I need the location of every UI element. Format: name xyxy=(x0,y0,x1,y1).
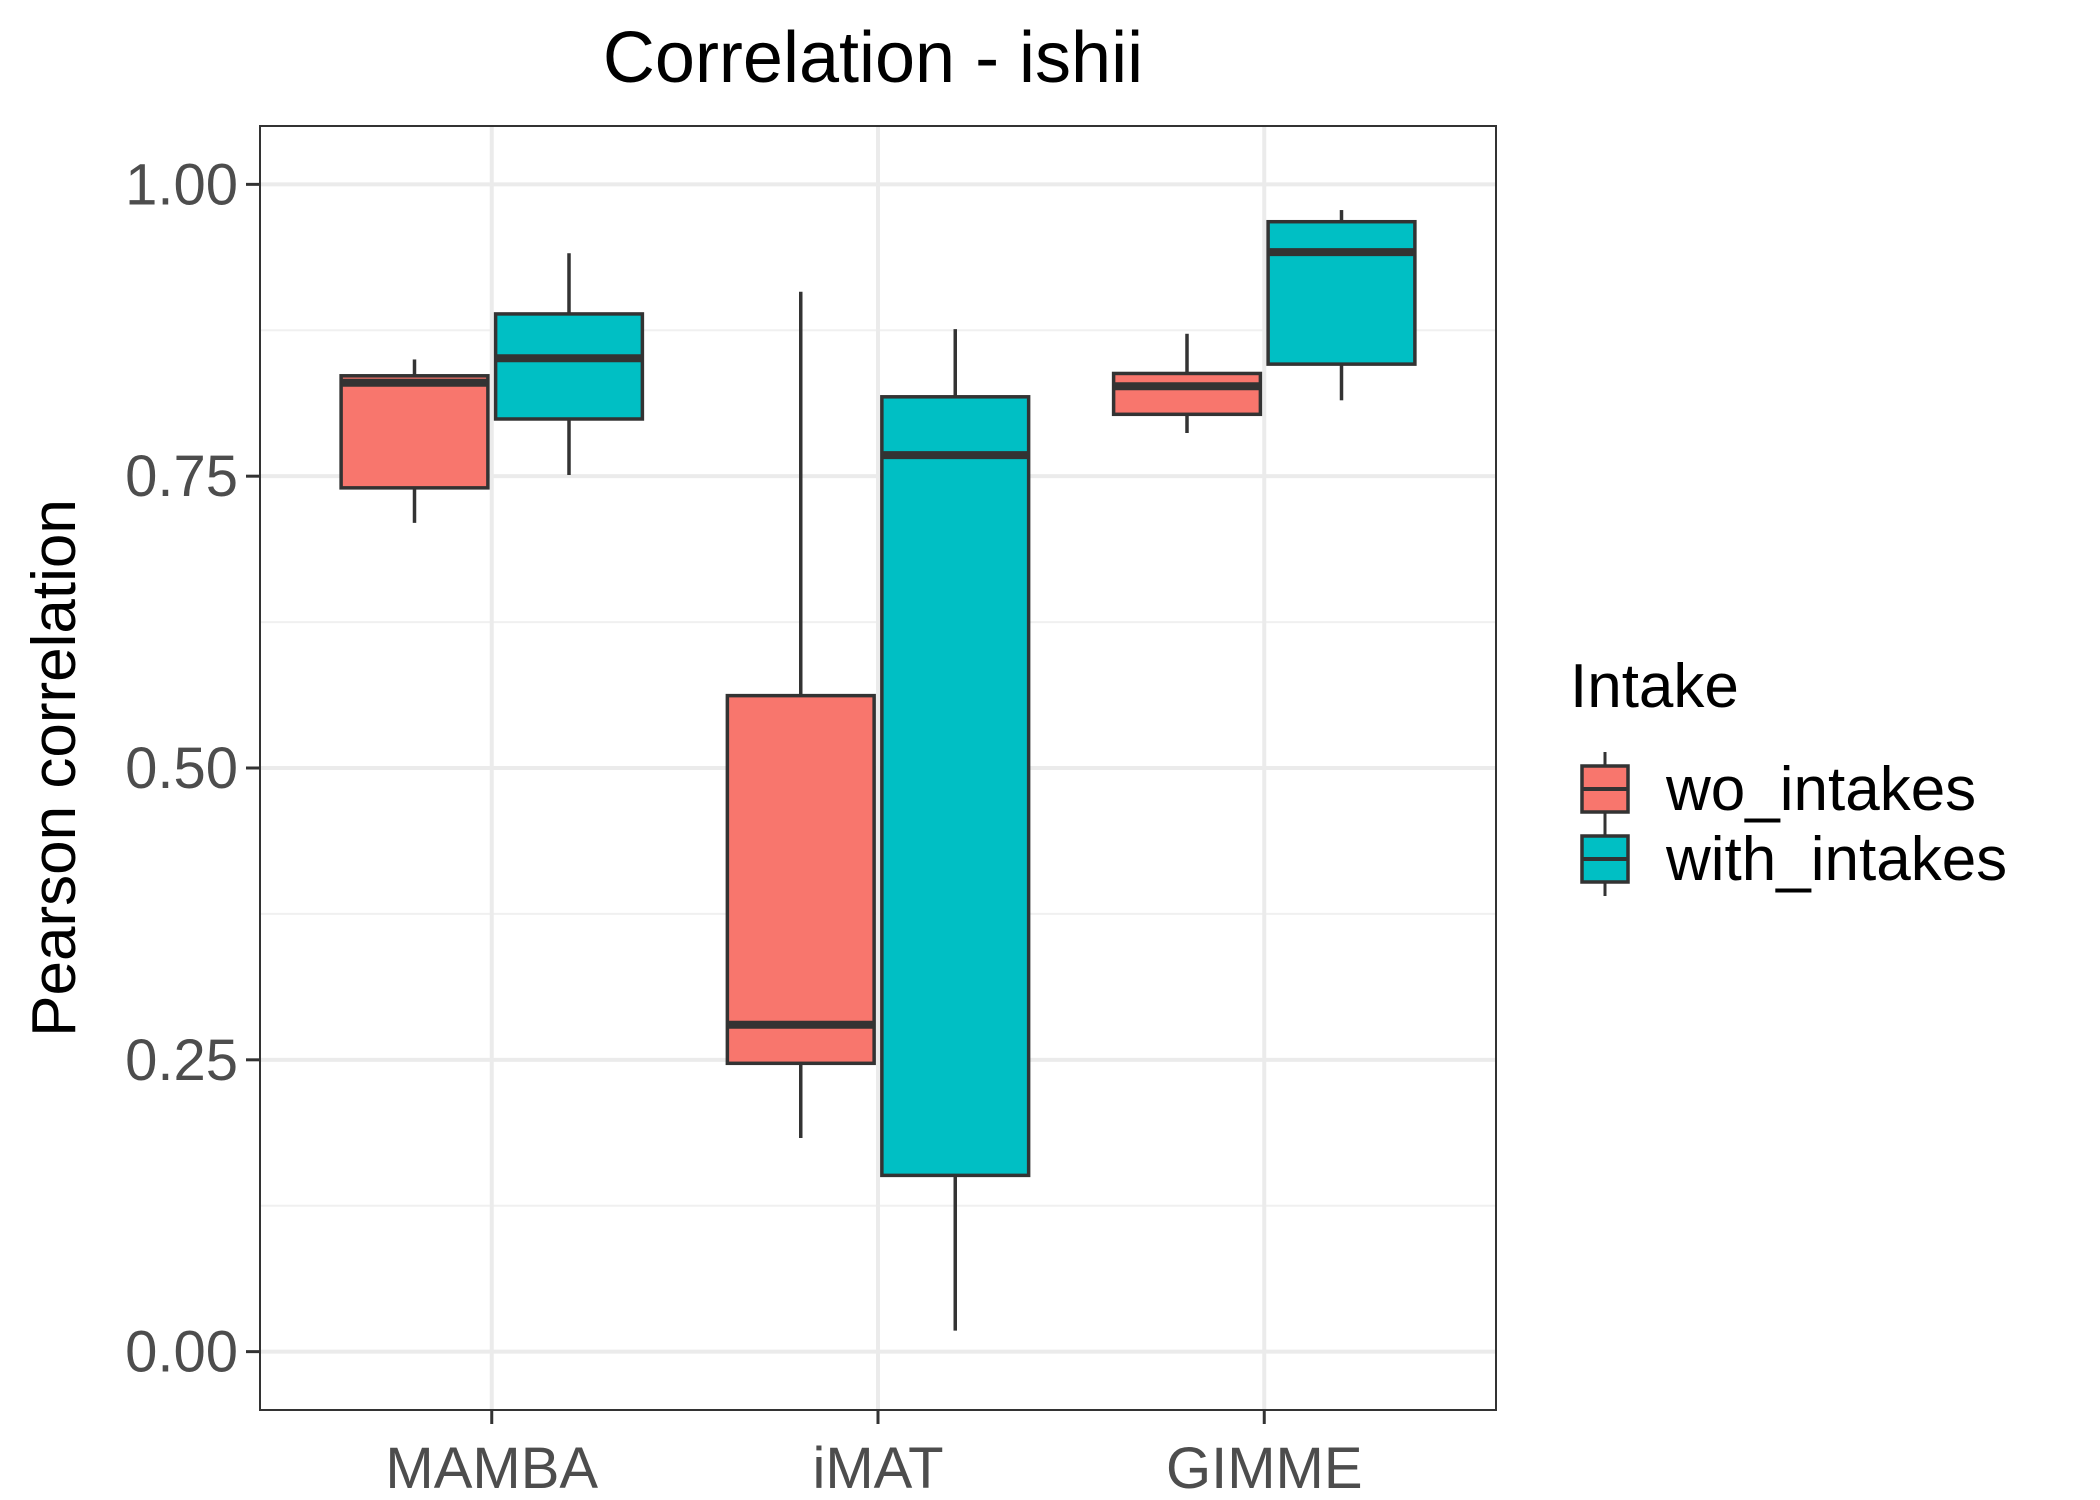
x-axis: MAMBA iMAT GIMME xyxy=(385,1410,1363,1500)
box-body xyxy=(880,395,1031,1178)
y-axis: 0.00 0.25 0.50 0.75 1.00 xyxy=(125,152,260,1385)
y-axis-title: Pearson correlation xyxy=(20,499,89,1037)
box-body xyxy=(339,374,490,490)
box-gimme-with-intakes xyxy=(1266,210,1417,401)
legend-label: with_intakes xyxy=(1665,825,2007,894)
box-body xyxy=(493,312,645,421)
legend-title: Intake xyxy=(1570,652,1739,721)
box-body xyxy=(725,693,876,1066)
legend-label: wo_intakes xyxy=(1665,755,1976,824)
boxes xyxy=(339,210,1417,1331)
box-body xyxy=(1111,371,1263,417)
chart-title: Correlation - ishii xyxy=(603,18,1143,98)
legend-item-with-intakes: with_intakes xyxy=(1580,822,2007,896)
box-body xyxy=(1266,219,1417,366)
box-mamba-wo-intakes xyxy=(339,359,490,523)
box-gimme-wo-intakes xyxy=(1111,333,1263,433)
box-imat-with-intakes xyxy=(880,329,1031,1331)
box-mamba-with-intakes xyxy=(493,253,645,476)
y-tick-label: 0.00 xyxy=(125,1320,238,1385)
y-tick-label: 0.50 xyxy=(125,736,238,801)
y-tick-label: 0.75 xyxy=(125,444,238,509)
y-tick-label: 1.00 xyxy=(125,152,238,217)
x-tick-label: iMAT xyxy=(812,1436,943,1500)
x-tick-label: MAMBA xyxy=(385,1436,598,1500)
y-tick-label: 0.25 xyxy=(125,1028,238,1093)
legend-item-wo-intakes: wo_intakes xyxy=(1580,752,1976,826)
x-tick-label: GIMME xyxy=(1166,1436,1363,1500)
box-imat-wo-intakes xyxy=(725,291,876,1139)
